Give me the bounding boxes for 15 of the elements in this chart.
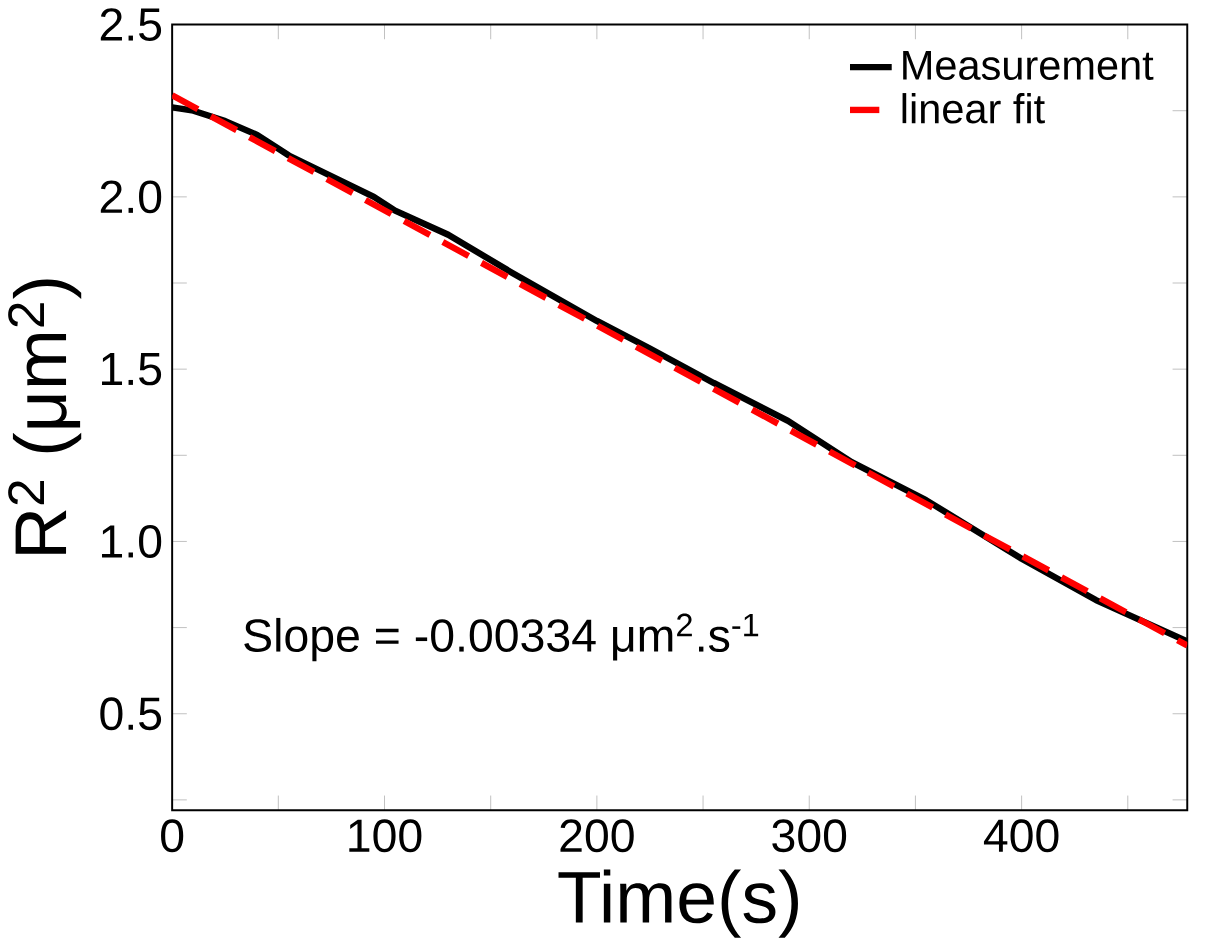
y-tick-label: 2.0 xyxy=(100,180,162,214)
legend-label: linear fit xyxy=(902,93,1045,124)
x-tick-label: 200 xyxy=(560,819,634,853)
x-tick-label: 100 xyxy=(349,819,422,853)
y-tick-label: 0.5 xyxy=(100,697,162,731)
x-axis-title: Time(s) xyxy=(558,869,798,938)
x-tick-label: 400 xyxy=(983,819,1059,853)
legend-label: Measurement xyxy=(903,51,1154,81)
x-tick-label: 0 xyxy=(161,819,184,853)
y-tick-label: 2.5 xyxy=(100,8,162,42)
y-tick-label: 1.5 xyxy=(102,353,162,386)
y-tick-label: 1.0 xyxy=(102,525,162,558)
y-axis-title: R$^{2}$ (μm$^{2}$) xyxy=(8,279,82,554)
annotation: Slope = -0.00334 μm$^{2}$.s$^{-1}$ xyxy=(244,613,759,662)
x-tick-label: 300 xyxy=(772,819,847,853)
